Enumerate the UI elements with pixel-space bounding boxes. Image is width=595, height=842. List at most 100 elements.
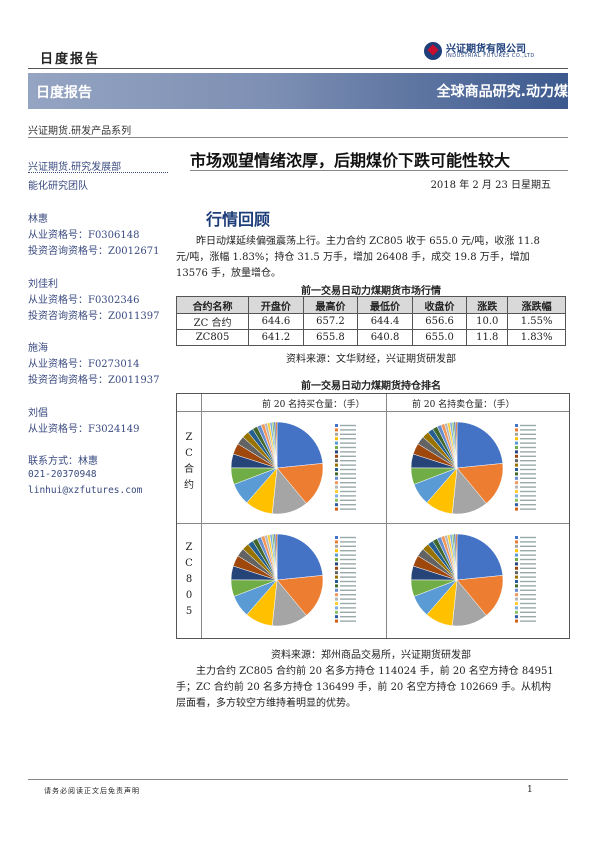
legend-entry — [340, 567, 356, 569]
legend-swatch — [515, 606, 518, 610]
legend-swatch — [335, 428, 338, 432]
table-row: ZC 合约 644.6 657.2 644.4 656.6 10.0 1.55% — [175, 313, 566, 330]
legend-entry — [340, 446, 356, 449]
legend-swatch — [335, 575, 338, 579]
legend-entry — [520, 499, 536, 501]
legend-swatch — [335, 536, 338, 539]
legend-entry — [520, 536, 536, 539]
legend-swatch — [515, 544, 518, 548]
legend-swatch — [515, 503, 518, 507]
legend-swatch — [335, 602, 338, 605]
analyst-cert: 从业资格号：F0273014 — [28, 359, 140, 370]
analyst-name: 林惠 — [28, 214, 48, 225]
legend-swatch — [335, 584, 338, 588]
legend-swatch — [335, 580, 338, 583]
table-cell: 656.6 — [411, 313, 468, 330]
legend-swatch — [335, 481, 338, 485]
legend-swatch — [515, 494, 518, 498]
row-label-char: C — [185, 558, 193, 569]
legend-entry — [520, 545, 536, 547]
contact-phone: 021-20370948 — [28, 469, 97, 480]
legend-swatch — [515, 476, 518, 480]
sidebar-team: 能化研究团队 — [28, 181, 88, 192]
legend-entry — [340, 508, 356, 510]
analyst-name: 施海 — [28, 343, 48, 354]
sidebar-department: 兴证期货.研究发展部 — [28, 162, 122, 173]
legend-entry — [520, 580, 536, 583]
banner-category: 全球商品研究.动力煤 — [436, 84, 568, 100]
pie-zc805-long — [230, 533, 356, 627]
report-banner: 日度报告 全球商品研究.动力煤 — [28, 73, 568, 109]
legend-swatch — [515, 490, 518, 493]
column-header: 开盘价 — [248, 296, 304, 314]
table-cell: 655.0 — [411, 329, 468, 346]
legend-swatch — [335, 446, 338, 449]
legend-swatch — [515, 597, 518, 601]
legend-entry — [520, 424, 536, 427]
legend-entry — [340, 554, 356, 556]
table-cell: 655.8 — [302, 329, 359, 346]
logo-en-text: INDUSTRIAL FUTURES CO.,LTD — [446, 53, 535, 59]
legend-entry — [340, 611, 356, 613]
pie-legend — [515, 536, 536, 623]
legend-entry — [520, 473, 536, 475]
analyst-cert: 从业资格号：F0306148 — [28, 230, 140, 241]
legend-swatch — [515, 536, 518, 539]
legend-swatch — [515, 437, 518, 441]
row-label-char: 0 — [185, 590, 193, 601]
legend-entry — [340, 468, 356, 471]
legend-entry — [340, 620, 356, 622]
table-cell: 1.83% — [507, 329, 566, 346]
pie-legend — [335, 424, 356, 511]
legend-swatch — [335, 490, 338, 493]
legend-entry — [520, 451, 536, 453]
legend-entry — [340, 455, 356, 457]
legend-entry — [520, 477, 536, 479]
legend-entry — [520, 433, 536, 435]
legend-swatch — [515, 424, 518, 427]
legend-entry — [520, 572, 536, 574]
column-header: 收盘价 — [411, 296, 468, 314]
legend-entry — [340, 598, 356, 600]
legend-entry — [340, 442, 356, 444]
legend-entry — [340, 616, 356, 618]
row-label-char: 8 — [185, 574, 193, 585]
legend-swatch — [335, 459, 338, 463]
legend-swatch — [515, 588, 518, 592]
legend-entry — [340, 558, 356, 561]
series-rule — [28, 137, 568, 138]
frame-line — [177, 411, 569, 412]
legend-entry — [520, 482, 536, 484]
table-cell: ZC805 — [175, 329, 250, 346]
legend-swatch — [335, 571, 338, 575]
legend-swatch — [515, 459, 518, 463]
contact-email[interactable]: linhui@xzfutures.com — [28, 485, 143, 496]
legend-entry — [340, 504, 356, 506]
legend-entry — [340, 563, 356, 565]
legend-swatch — [335, 615, 338, 619]
row-label-char: 合 — [184, 464, 194, 475]
legend-swatch — [335, 468, 338, 471]
legend-entry — [520, 438, 536, 440]
table-cell: 657.2 — [302, 313, 359, 330]
table-cell: ZC 合约 — [175, 313, 250, 330]
legend-swatch — [515, 428, 518, 432]
contact-label: 联系方式：林惠 — [28, 456, 98, 467]
pie-slices — [410, 421, 504, 515]
short-position-header: 前 20 名持卖仓量：（手） — [412, 400, 515, 410]
legend-entry — [520, 589, 536, 591]
frame-line — [177, 523, 569, 524]
row-label-char: Z — [185, 432, 193, 443]
frame-line — [386, 394, 387, 638]
table-cell: 10.0 — [466, 313, 509, 330]
analyst-advisor: 投资咨询资格号：Z0011397 — [28, 311, 160, 322]
legend-swatch — [515, 432, 518, 436]
company-logo: 兴证期货有限公司 INDUSTRIAL FUTURES CO.,LTD — [424, 40, 544, 66]
product-series: 兴证期货.研发产品系列 — [28, 126, 132, 137]
legend-swatch — [335, 494, 338, 498]
legend-entry — [340, 580, 356, 583]
legend-swatch — [515, 580, 518, 583]
